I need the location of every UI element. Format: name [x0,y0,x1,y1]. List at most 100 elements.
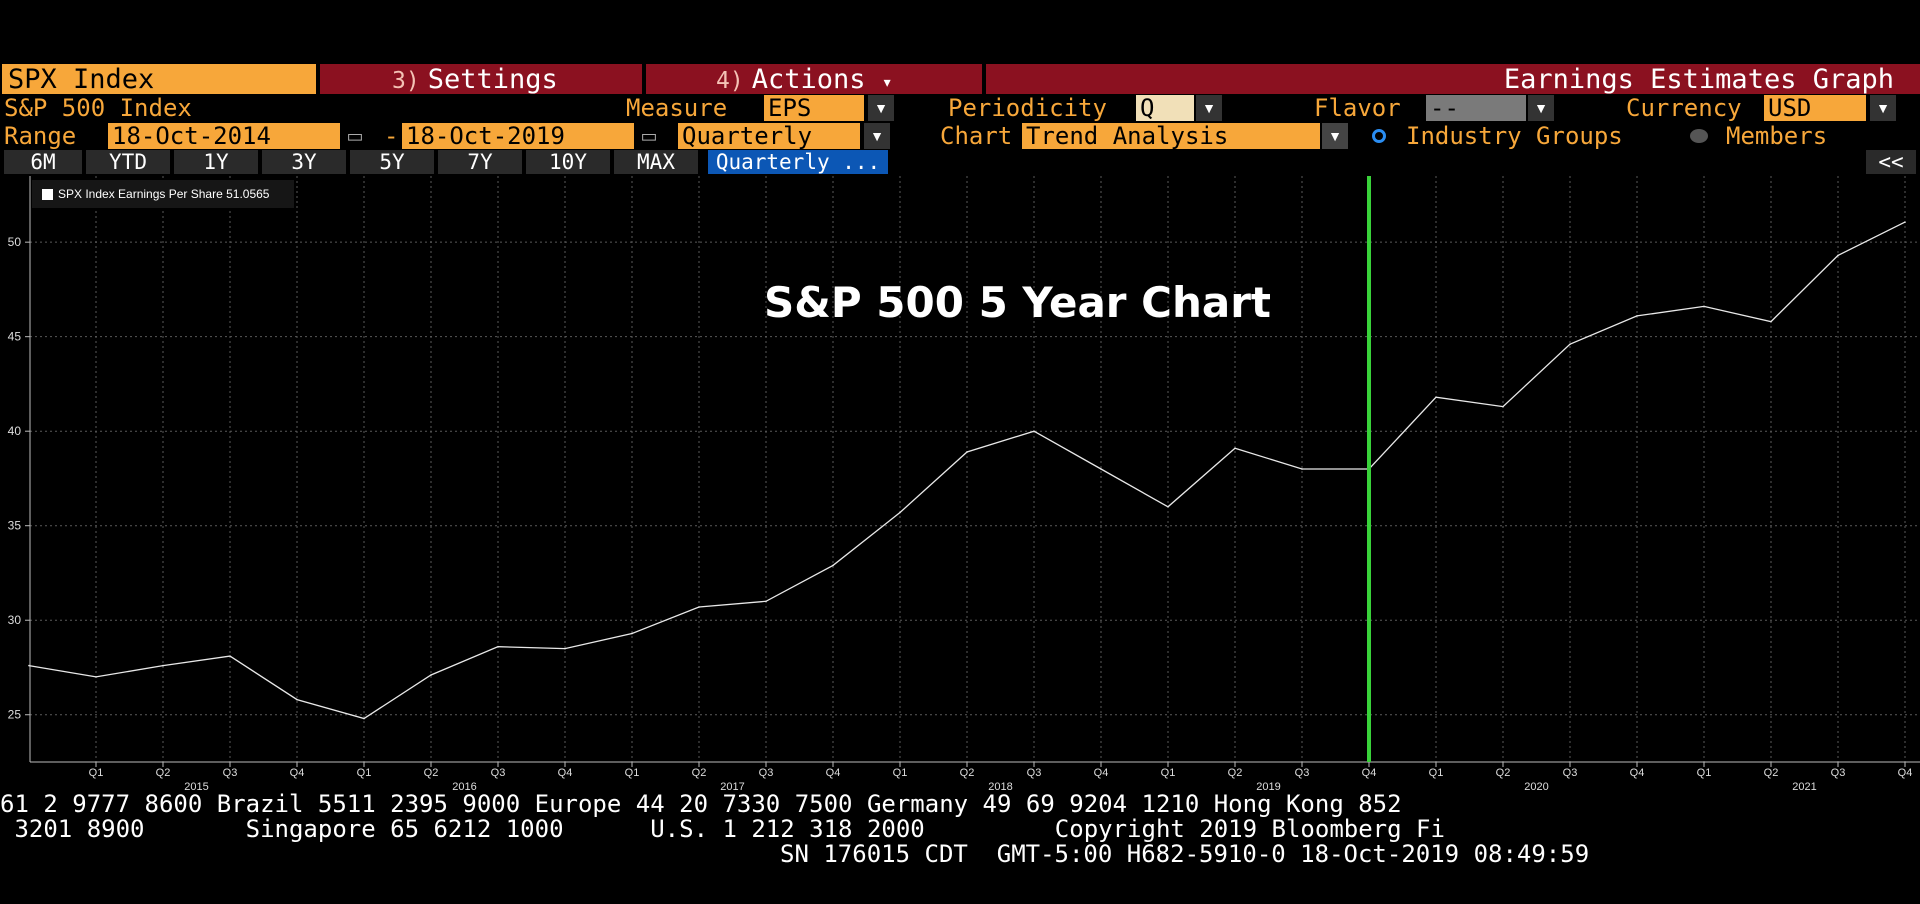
actions-number: 4) [716,68,744,94]
x-tick-label: Q3 [759,767,774,779]
y-tick-label: 25 [8,708,22,722]
flavor-label: Flavor [1314,94,1401,122]
x-tick-label: Q4 [1094,767,1109,779]
footer-session-line: SN 176015 CDT GMT-5:00 H682-5910-0 18-Oc… [780,840,1590,868]
flavor-dropdown-icon[interactable]: ▼ [1528,95,1554,121]
year-label: 2020 [1524,781,1548,793]
range-dash: - [384,122,399,150]
eps-data-point [28,664,30,667]
calendar-icon[interactable]: ▭ [346,126,364,146]
year-label: 2018 [988,781,1012,793]
settings-number: 3) [392,68,420,94]
x-tick-label: Q1 [89,767,104,779]
range-period-dropdown-icon[interactable]: ▼ [864,123,890,149]
members-option[interactable]: Members [1726,122,1828,150]
range-3y-button[interactable]: 3Y [262,150,346,174]
x-tick-label: Q3 [491,767,506,779]
range-10y-button[interactable]: 10Y [526,150,610,174]
x-tick-label: Q3 [1027,767,1042,779]
eps-data-point [1100,468,1102,470]
legend-swatch [42,189,53,200]
measure-label: Measure [626,94,728,122]
x-tick-label: Q4 [290,767,305,779]
eps-data-point [1569,343,1571,346]
y-tick-label: 35 [8,519,22,533]
eps-data-point [899,511,901,514]
x-tick-label: Q2 [692,767,707,779]
eps-data-point [1770,320,1772,323]
range-5y-button[interactable]: 5Y [350,150,434,174]
eps-data-point [162,664,164,667]
eps-data-point [631,632,633,635]
chart-title: S&P 500 5 Year Chart [764,278,1271,327]
collapse-button[interactable]: << [1866,150,1916,174]
periodicity-field[interactable]: Q [1136,95,1194,121]
calendar-icon[interactable]: ▭ [640,126,658,146]
currency-label: Currency [1626,94,1742,122]
chart-type-field[interactable]: Trend Analysis [1022,123,1320,149]
eps-data-point [1502,405,1504,408]
range-period-field[interactable]: Quarterly [678,123,860,149]
x-tick-label: Q4 [558,767,573,779]
x-tick-label: Q3 [1831,767,1846,779]
range-7y-button[interactable]: 7Y [438,150,522,174]
currency-dropdown-icon[interactable]: ▼ [1870,95,1896,121]
measure-dropdown-icon[interactable]: ▼ [868,95,894,121]
radio-selected-icon[interactable] [1372,129,1386,143]
x-tick-label: Q2 [1496,767,1511,779]
eps-data-point [1703,305,1705,308]
function-title: Earnings Estimates Graph [986,64,1920,95]
x-tick-label: Q2 [156,767,171,779]
industry-groups-option[interactable]: Industry Groups [1406,122,1623,150]
range-max-button[interactable]: MAX [614,150,698,174]
eps-data-point [363,717,365,720]
x-tick-label: Q2 [424,767,439,779]
footer-contacts-line2: 3201 8900 Singapore 65 6212 1000 U.S. 1 … [0,815,1445,843]
quarterly-button[interactable]: Quarterly ... [708,150,888,174]
x-tick-label: Q1 [1697,767,1712,779]
x-tick-label: Q4 [1362,767,1377,779]
range-start-field[interactable]: 18-Oct-2014 [108,123,340,149]
x-tick-label: Q2 [1228,767,1243,779]
x-tick-label: Q2 [1764,767,1779,779]
ticker-field[interactable]: SPX Index [2,64,316,95]
x-tick-label: Q1 [625,767,640,779]
settings-label: Settings [427,64,558,95]
eps-data-point [229,655,231,657]
eps-data-point [1301,468,1303,470]
eps-data-point [698,606,700,608]
radio-unselected-icon[interactable] [1690,129,1708,143]
x-tick-label: Q1 [1429,767,1444,779]
range-end-field[interactable]: 18-Oct-2019 [402,123,634,149]
actions-button[interactable]: 4) Actions ▾ [646,64,982,95]
eps-data-point [95,676,97,678]
currency-field[interactable]: USD [1764,95,1866,121]
y-tick-label: 45 [8,330,22,344]
x-tick-label: Q4 [1898,767,1913,779]
eps-data-point [1904,221,1906,223]
x-tick-label: Q3 [1563,767,1578,779]
settings-button[interactable]: 3) Settings [320,64,642,95]
measure-field[interactable]: EPS [764,95,864,121]
x-tick-label: Q4 [826,767,841,779]
chevron-down-icon: ▾ [881,72,893,93]
eps-data-point [1167,506,1169,508]
chart-type-dropdown-icon[interactable]: ▼ [1322,123,1348,149]
eps-data-point [1435,396,1437,398]
flavor-field[interactable]: -- [1426,95,1526,121]
eps-data-point [966,451,968,453]
actions-label: Actions [751,64,866,95]
x-tick-label: Q3 [223,767,238,779]
y-tick-label: 50 [8,235,22,249]
range-ytd-button[interactable]: YTD [86,150,170,174]
eps-data-point [1033,430,1035,432]
eps-data-point [765,600,767,603]
footer-contacts-line1: 61 2 9777 8600 Brazil 5511 2395 9000 Eur… [0,790,1402,818]
x-tick-label: Q1 [893,767,908,779]
periodicity-dropdown-icon[interactable]: ▼ [1196,95,1222,121]
security-name: S&P 500 Index [4,94,192,122]
y-tick-label: 40 [8,424,22,438]
year-label: 2015 [184,781,208,793]
range-1y-button[interactable]: 1Y [174,150,258,174]
range-6m-button[interactable]: 6M [4,150,82,174]
